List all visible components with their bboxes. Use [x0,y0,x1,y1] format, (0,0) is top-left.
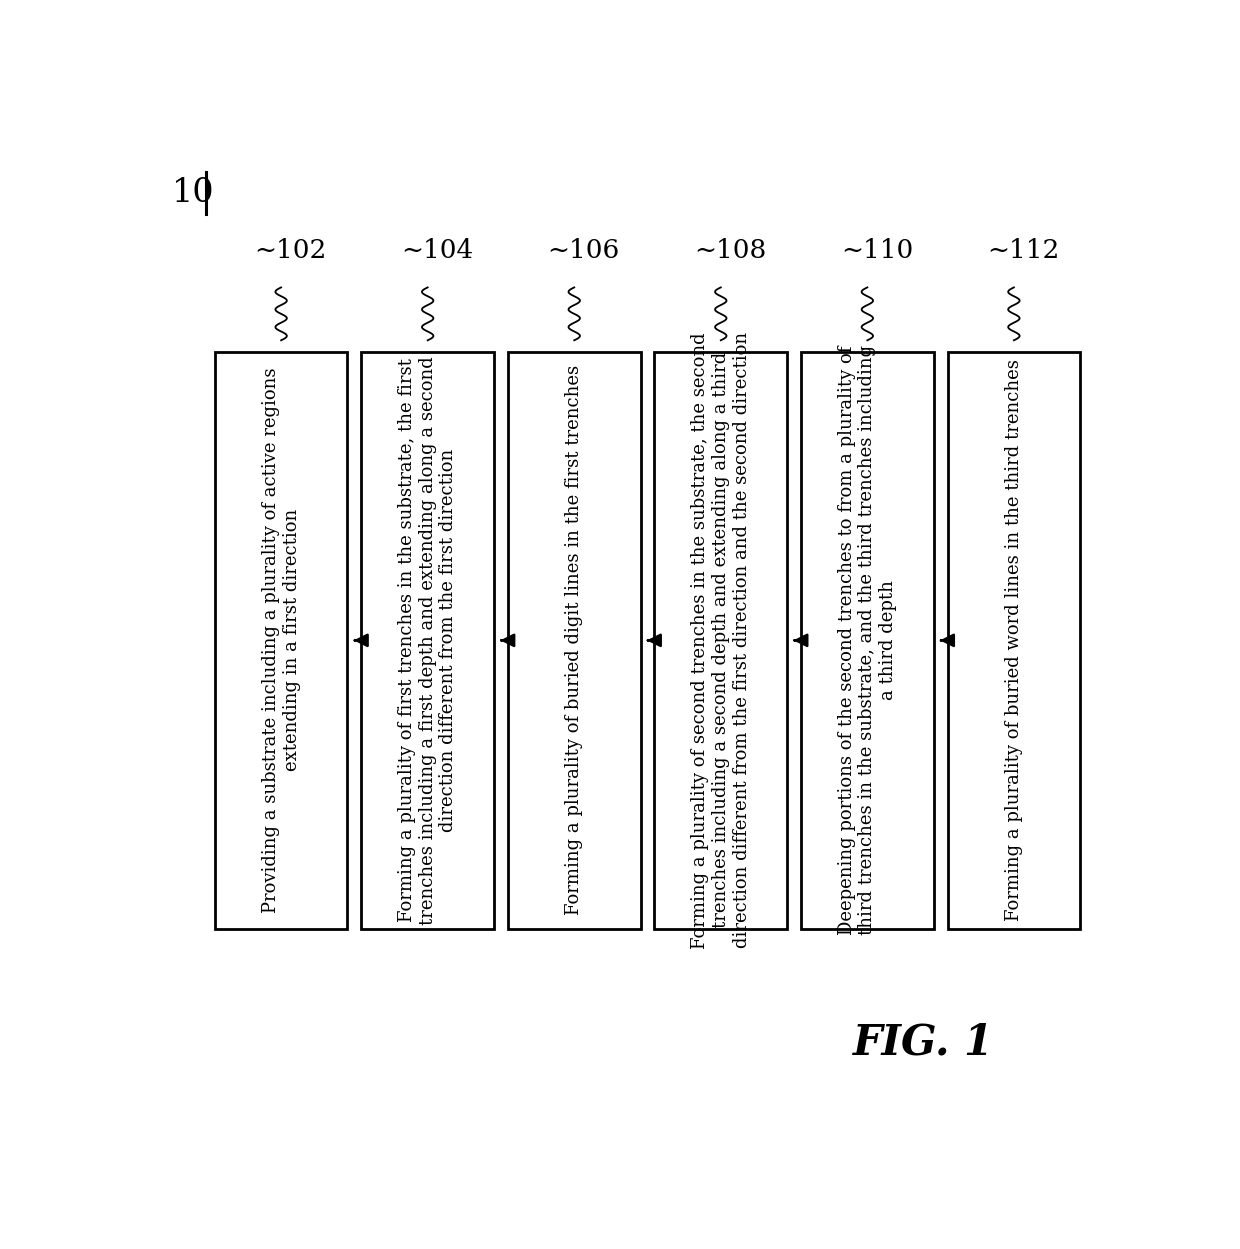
Bar [508,352,641,929]
Text: ~110: ~110 [841,239,913,264]
Text: ~106: ~106 [548,239,620,264]
Bar [947,352,1080,929]
Text: ~108: ~108 [694,239,766,264]
Bar [655,352,787,929]
Bar [801,352,934,929]
Text: Forming a plurality of buried word lines in the third trenches: Forming a plurality of buried word lines… [1004,360,1023,922]
Text: ~102: ~102 [254,239,327,264]
Text: Forming a plurality of buried digit lines in the first trenches: Forming a plurality of buried digit line… [565,365,583,916]
Text: ~104: ~104 [402,239,474,264]
Text: Forming a plurality of first trenches in the substrate, the first
trenches inclu: Forming a plurality of first trenches in… [398,356,458,924]
Text: Forming a plurality of second trenches in the substrate, the second
trenches inc: Forming a plurality of second trenches i… [691,332,750,949]
Text: FIG. 1: FIG. 1 [853,1022,994,1063]
Text: Providing a substrate including a plurality of active regions
extending in a fir: Providing a substrate including a plural… [262,367,300,913]
Text: 10: 10 [172,177,215,209]
Text: ~112: ~112 [987,239,1060,264]
Bar [215,352,347,929]
Bar [361,352,494,929]
Text: Deepening portions of the second trenches to from a plurality of
third trenches : Deepening portions of the second trenche… [837,345,898,936]
